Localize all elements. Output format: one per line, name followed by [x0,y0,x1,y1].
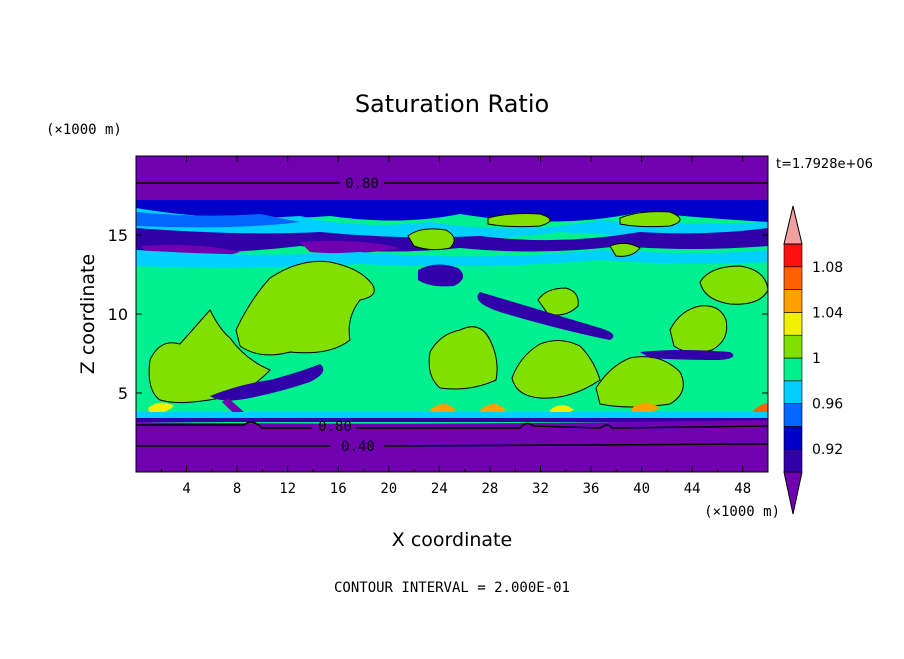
band-upper-lightblue [136,212,300,228]
colorbar-swatch [783,380,803,404]
x-tick-label: 24 [431,481,448,497]
y-axis-label: Z coordinate [77,254,99,374]
x-tick-label: 44 [684,481,701,497]
dry-streak [418,264,464,287]
contour-label: 0.40 [341,439,375,455]
contour-line [136,421,768,429]
cloud-patch [428,326,498,390]
x-unit-label: (×1000 m) [704,504,780,520]
contour-interval-note: CONTOUR INTERVAL = 2.000E-01 [334,580,570,596]
colorbar-arrow-low [783,471,803,515]
cloud-patch [537,287,579,316]
colorbar-arrow-high [783,205,803,245]
colorbar-swatch [783,448,803,473]
y-unit-label: (×1000 m) [46,122,122,138]
band-upper-cyan [136,208,768,240]
x-tick-label: 48 [734,481,751,497]
cloud-patch [407,228,455,251]
warm-spot [148,402,174,414]
colorbar-swatch [783,243,803,268]
x-tick-label: 16 [330,481,347,497]
cloud-patch [148,309,271,404]
x-axis: 4 8 12 16 20 24 28 32 36 40 44 48 [160,156,751,497]
cloud-patch [609,242,641,257]
band-boundary-blue [136,418,768,422]
dry-streak [640,350,734,360]
colorbar-label: 0.96 [812,397,843,413]
band-mid-cyan [136,250,768,268]
colorbar-swatch [783,426,803,450]
contour-label: 0.80 [318,419,352,435]
x-tick-label: 32 [532,481,549,497]
plot-area [136,156,768,472]
band-mid-violet-2 [300,240,400,254]
dry-streak [210,364,324,401]
colorbar-label: 1 [812,351,821,367]
colorbar-label: 1.08 [812,260,843,276]
colorbar-label: 0.92 [812,442,843,458]
cloud-patch [699,265,768,305]
colorbar-swatch [783,289,803,313]
contour-label: 0.80 [345,176,379,192]
band-boundary-cyan [136,412,768,420]
colorbar-swatch [783,266,803,290]
colorbar-swatch [783,403,803,427]
x-tick-label: 36 [583,481,600,497]
colorbar-swatch [783,357,803,382]
x-tick-label: 4 [182,481,190,497]
x-tick-label: 12 [279,481,296,497]
warm-spot [632,403,660,415]
x-axis-label: X coordinate [392,529,512,551]
colorbar-swatch [783,334,803,359]
colorbar: 1.08 1.04 1 0.96 0.92 [783,205,843,515]
dry-streak [477,292,614,340]
chart-title: Saturation Ratio [355,90,549,118]
y-tick-label: 10 [108,305,128,324]
contour-line [136,443,768,447]
colorbar-label: 1.04 [812,305,843,321]
band-top [136,156,768,202]
x-tick-label: 40 [633,481,650,497]
y-axis: 5 10 15 [108,226,768,403]
x-tick-label: 28 [481,481,498,497]
x-tick-label: 20 [380,481,397,497]
y-tick-label: 5 [118,384,128,403]
y-tick-label: 15 [108,226,128,245]
cloud-patch [235,260,375,356]
colorbar-swatch [783,312,803,336]
time-label: t=1.7928e+06 [776,157,873,172]
x-tick-label: 8 [233,481,241,497]
cloud-patch [619,211,681,228]
cloud-patch [511,340,601,399]
cloud-patch [487,213,551,228]
